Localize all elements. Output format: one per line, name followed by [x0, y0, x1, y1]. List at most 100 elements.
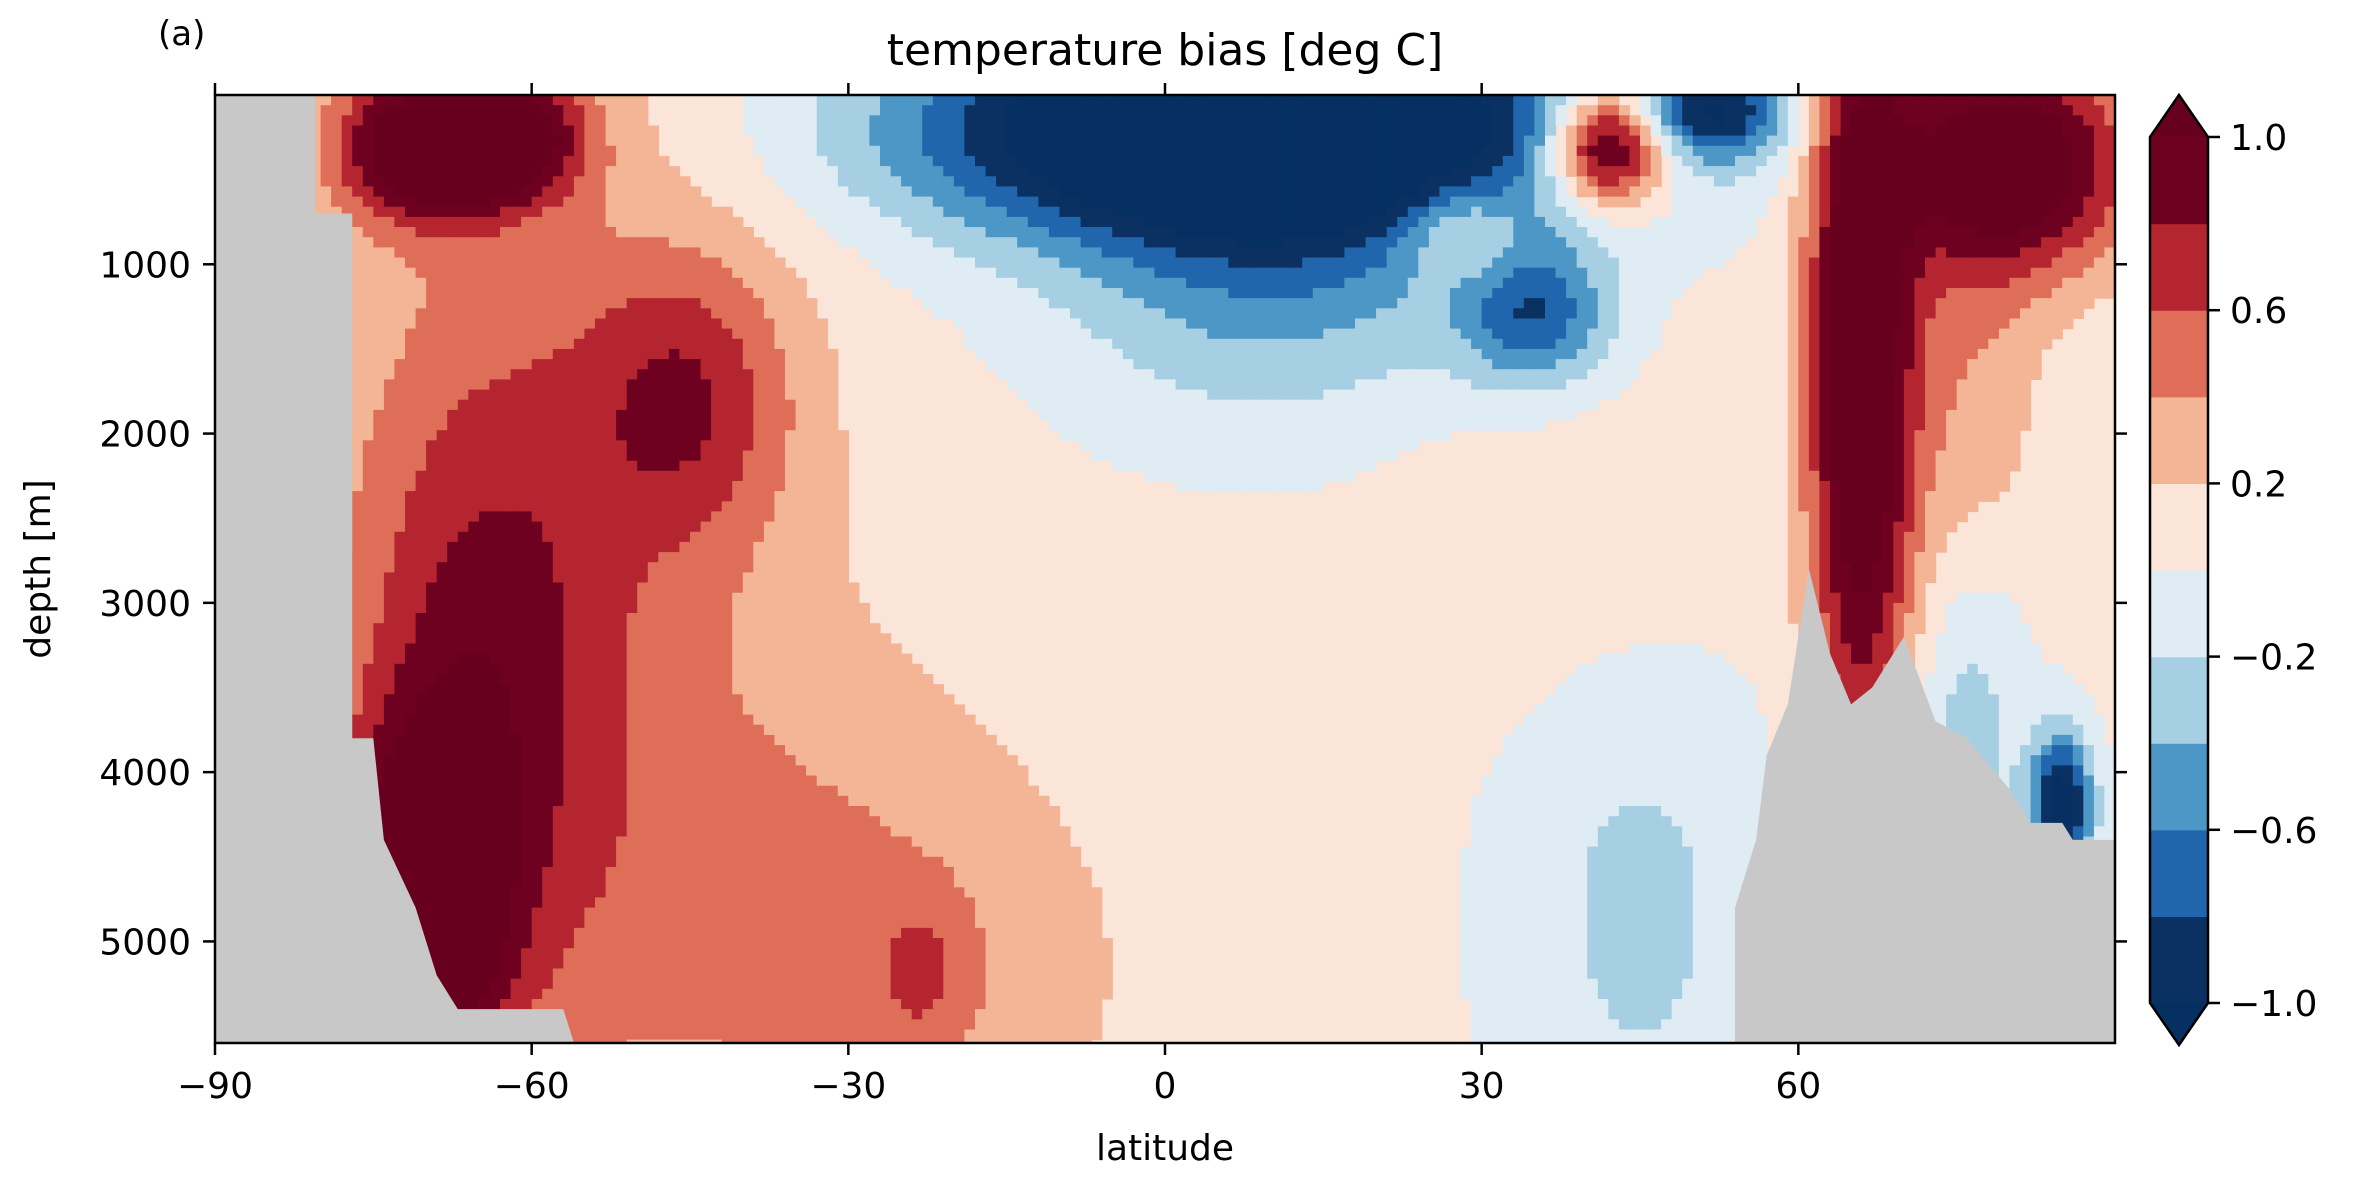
contour-cell	[373, 196, 385, 218]
contour-cell	[1682, 978, 1694, 1043]
contour-cell	[1460, 846, 1472, 1000]
contour-cell	[700, 1039, 712, 1043]
contour-cell	[1450, 288, 1462, 330]
contour-cell	[869, 115, 881, 147]
contour-cell	[1513, 176, 1525, 269]
contour-cell	[362, 186, 374, 208]
contour-cell	[890, 836, 902, 939]
contour-cell	[1217, 95, 1229, 238]
contour-cell	[310, 95, 322, 259]
contour-cell	[647, 125, 659, 238]
contour-cell	[1956, 115, 1968, 228]
contour-cell	[774, 491, 786, 746]
contour-cell	[1460, 196, 1472, 218]
contour-cell	[1608, 653, 1620, 817]
contour-cell	[552, 582, 564, 807]
contour-cell	[1481, 267, 1493, 299]
contour-cell	[1735, 155, 1747, 177]
contour-cell	[373, 95, 385, 116]
land-mask	[215, 95, 2115, 1043]
contour-cell	[436, 237, 448, 431]
contour-cell	[964, 105, 976, 157]
contour-cell	[468, 389, 480, 523]
contour-cell	[521, 186, 533, 208]
contour-cell	[975, 227, 987, 269]
contour-cell	[626, 95, 638, 238]
contour-cell	[436, 206, 448, 218]
contour-cell	[1397, 95, 1409, 198]
contour-cell	[1217, 399, 1229, 492]
contour-cell	[2020, 745, 2032, 858]
y-axis: 1000 2000 3000 4000 5000	[99, 245, 2127, 963]
contour-cell	[1471, 95, 1483, 157]
contour-cell	[1988, 237, 2000, 259]
contour-cell	[510, 227, 522, 370]
contour-cell	[1270, 267, 1282, 299]
contour-cell	[742, 369, 754, 452]
y-tick-label: 5000	[99, 922, 191, 963]
contour-cell	[1323, 389, 1335, 482]
contour-cell	[1703, 105, 1715, 116]
contour-cell	[1629, 115, 1641, 127]
y-tick-label: 3000	[99, 584, 191, 625]
contour-cell	[2009, 105, 2021, 238]
contour-cell	[700, 521, 712, 1041]
contour-cell	[1534, 145, 1546, 218]
colorbar-segment	[2150, 916, 2208, 1004]
contour-cell	[658, 359, 670, 472]
contour-cell	[911, 927, 923, 1020]
contour-cell	[1048, 257, 1061, 309]
contour-cell	[2062, 247, 2074, 279]
contour-cell	[658, 552, 670, 1041]
contour-cell	[1217, 257, 1229, 289]
contour-cell	[932, 247, 944, 320]
contour-cell	[922, 237, 934, 309]
contour-cell	[1281, 95, 1293, 238]
contour-cell	[732, 592, 744, 695]
contour-cell	[1576, 155, 1588, 177]
contour-cell	[700, 257, 712, 309]
contour-cell	[1618, 227, 1631, 391]
contour-cell	[1597, 826, 1609, 1000]
contour-cell	[1523, 95, 1536, 137]
contour-cell	[563, 196, 575, 350]
contour-cell	[2020, 105, 2032, 228]
contour-cell	[447, 409, 459, 543]
contour-cell	[1492, 755, 1504, 1043]
contour-cell	[975, 927, 987, 1010]
contour-cell	[753, 237, 765, 299]
contour-cell	[2020, 277, 2032, 309]
contour-cell	[2083, 745, 2095, 777]
contour-cell	[2051, 765, 2063, 777]
contour-cell	[1640, 95, 1652, 116]
contour-cell	[1703, 135, 1715, 147]
contour-cell	[2009, 237, 2021, 259]
contour-cell	[2009, 602, 2021, 766]
contour-cell	[1534, 369, 1546, 391]
contour-cell	[1302, 95, 1314, 238]
contour-cell	[2062, 765, 2074, 787]
contour-cell	[1006, 277, 1018, 391]
contour-cell	[1988, 105, 2000, 238]
contour-cell	[436, 95, 448, 208]
contour-cell	[1344, 227, 1356, 248]
contour-cell	[953, 95, 966, 187]
contour-cell	[1333, 95, 1346, 238]
contour-cell	[1059, 237, 1071, 269]
contour-cell	[1323, 328, 1335, 391]
contour-cell	[1386, 308, 1398, 370]
contour-cell	[1428, 176, 1441, 198]
x-tick-label: −30	[810, 1066, 886, 1107]
contour-cell	[362, 663, 374, 766]
contour-cell	[1091, 887, 1103, 1041]
contour-cell	[1967, 105, 1979, 228]
contour-cell	[1228, 95, 1240, 238]
contour-cell	[953, 186, 966, 218]
contour-cell	[489, 216, 501, 238]
contour-cell	[341, 115, 353, 187]
contour-cell	[1671, 643, 1683, 827]
contour-cell	[1428, 206, 1441, 228]
contour-cell	[1471, 206, 1483, 279]
contour-cell	[2062, 227, 2074, 248]
contour-cell	[1048, 237, 1061, 259]
